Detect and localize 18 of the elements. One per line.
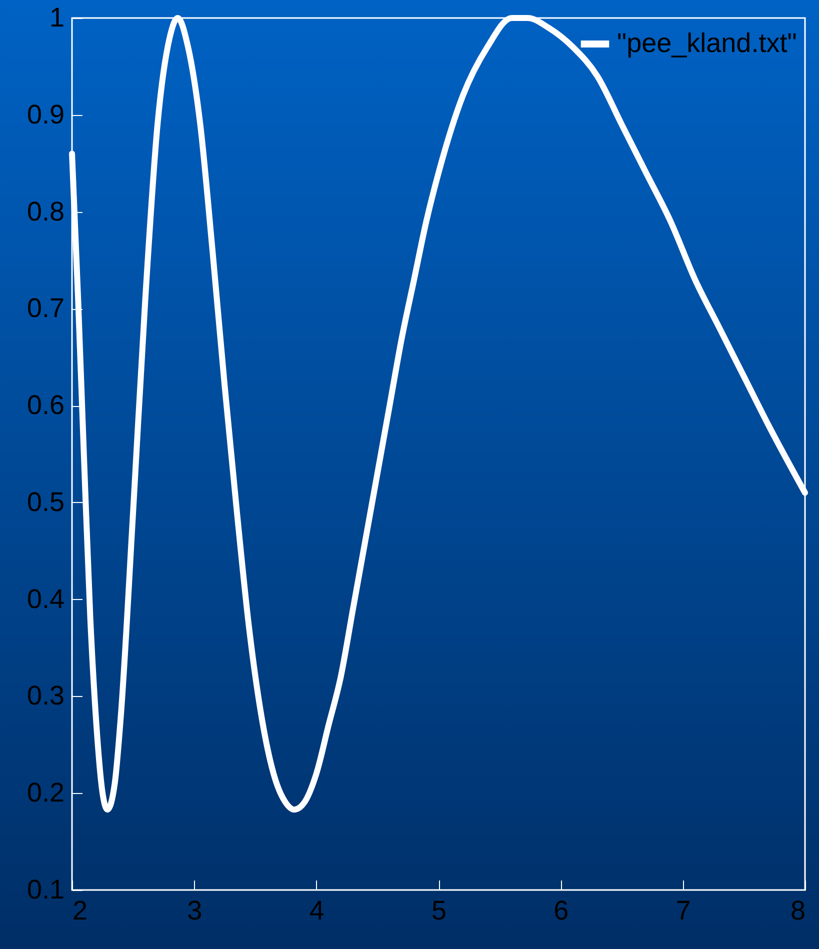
y-tick-label: 0.3 [26, 680, 64, 711]
y-tick-label: 0.5 [26, 486, 64, 517]
y-tick-label: 0.4 [26, 584, 64, 614]
x-tick-label: 2 [72, 896, 88, 926]
y-tick-label: 0.2 [26, 778, 64, 808]
x-tick-label: 6 [554, 896, 569, 926]
y-tick-label: 0.1 [26, 874, 64, 904]
y-tick-label: 1 [49, 2, 64, 32]
x-tick-label: 7 [676, 896, 691, 926]
y-tick-label: 0.7 [26, 293, 64, 324]
x-tick-label: 4 [309, 896, 324, 926]
y-tick-label: 0.8 [26, 196, 64, 226]
x-tick-label: 3 [187, 896, 202, 926]
x-tick-label: 8 [790, 896, 806, 926]
legend-label: "pee_kland.txt" [617, 28, 797, 58]
y-tick-label: 0.6 [26, 390, 64, 420]
x-tick-label: 5 [431, 896, 447, 926]
y-tick-label: 0.9 [26, 99, 64, 130]
